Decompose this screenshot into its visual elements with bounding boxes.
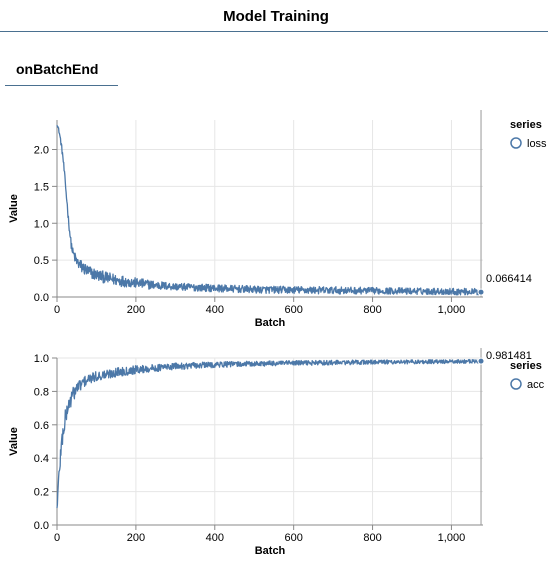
acc-y-tick-label: 0.0 [34,520,49,532]
title-bar: Model Training [0,0,548,32]
acc-x-axis-title: Batch [255,545,286,557]
loss-y-axis-title: Value [8,194,20,223]
acc-x-tick-label: 800 [363,532,381,544]
window-title: Model Training [223,8,329,25]
loss-x-tick-label: 800 [363,304,381,316]
acc-x-tick-label: 600 [284,532,302,544]
loss-last-point [477,288,485,296]
tab-label: onBatchEnd [16,61,99,77]
acc-y-tick-label: 0.2 [34,487,49,499]
acc-series-line [56,358,482,509]
loss-y-tick-label: 2.0 [34,145,49,157]
loss-y-tick-label: 1.0 [34,218,49,230]
tab-onbatchend[interactable]: onBatchEnd [5,52,118,86]
loss-chart: 0 200 400 600 800 1,000 0.0 0.5 1.0 1.5 2.0 Batch Va… [8,110,547,329]
acc-x-tick-label: 400 [206,532,224,544]
acc-x-tick-label: 1,000 [438,532,466,544]
accuracy-chart: 0 200 400 600 800 1,000 0.0 0.2 0.4 0.6 0.8 1.0 Batc… [8,348,545,557]
loss-value-label: 0.066414 [486,273,532,285]
acc-y-tick-label: 0.8 [34,386,49,398]
loss-legend-entry: loss [527,138,547,150]
acc-value-label: 0.981481 [486,350,532,362]
acc-legend-title: series [510,360,542,372]
loss-y-tick-label: 0.5 [34,255,49,267]
loss-x-tick-label: 200 [127,304,145,316]
acc-x-tick-label: 200 [127,532,145,544]
acc-x-tick-label: 0 [54,532,60,544]
loss-x-tick-label: 600 [284,304,302,316]
loss-x-tick-label: 400 [206,304,224,316]
loss-legend-symbol [510,137,522,149]
acc-y-axis-title: Value [8,427,20,456]
loss-series-line [56,124,482,296]
acc-y-tick-label: 1.0 [34,353,49,365]
acc-y-tick-label: 0.4 [34,453,49,465]
acc-last-point [477,357,485,365]
loss-y-tick-label: 0.0 [34,292,49,304]
loss-x-axis-title: Batch [255,317,286,329]
acc-legend-entry: acc [527,379,545,391]
acc-y-tick-label: 0.6 [34,420,49,432]
loss-y-tick-label: 1.5 [34,181,49,193]
loss-x-tick-label: 0 [54,304,60,316]
acc-legend-symbol [510,378,522,390]
loss-x-tick-label: 1,000 [438,304,466,316]
loss-legend-title: series [510,119,542,131]
